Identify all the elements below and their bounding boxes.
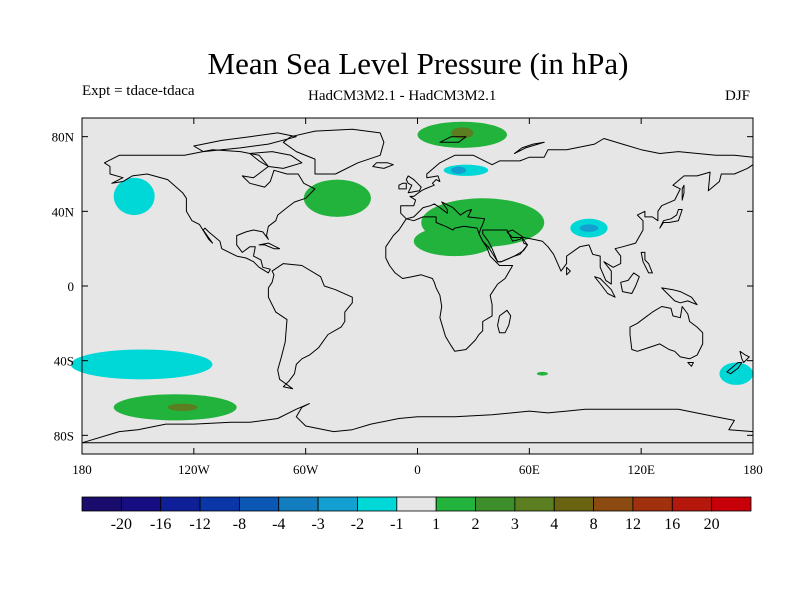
lon-tick-label: 120E xyxy=(627,462,655,477)
lat-tick-label: 80N xyxy=(52,130,75,145)
lon-tick-label: 0 xyxy=(414,462,421,477)
coastline-north-america xyxy=(103,149,316,274)
colorbar-label: -8 xyxy=(233,516,246,533)
coastline-sakhalin xyxy=(681,184,685,201)
coastline-arabia-gulf xyxy=(482,229,528,263)
lon-tick-label: 60E xyxy=(519,462,540,477)
anomaly-southern-ocean-core xyxy=(167,403,198,412)
colorbar-label: 4 xyxy=(550,516,558,533)
lat-tick-label: 80S xyxy=(54,428,74,443)
coastline-iceland xyxy=(372,162,394,169)
colorbar-swatch xyxy=(120,496,162,512)
colorbar-swatch xyxy=(160,496,201,512)
colorbar-label: -12 xyxy=(189,516,210,533)
anomaly-north-pacific-low xyxy=(113,177,155,216)
lat-tick-label: 40S xyxy=(54,354,74,369)
colorbar-swatch xyxy=(239,496,280,512)
anomaly-south-indian-high xyxy=(536,371,548,376)
coastline-australia xyxy=(629,306,704,360)
coastline-ireland xyxy=(398,182,407,190)
colorbar-label: 2 xyxy=(472,516,480,533)
colorbar-swatch xyxy=(396,496,437,512)
colorbar-swatch xyxy=(475,496,516,512)
experiment-label: Expt = tdace-tdaca xyxy=(82,83,195,99)
colorbar-swatch xyxy=(357,496,398,512)
colorbar-swatch xyxy=(81,496,122,512)
colorbar-swatch xyxy=(632,496,673,512)
colorbar-swatch xyxy=(199,496,240,512)
anomaly-south-pacific-low xyxy=(70,349,213,380)
anomaly-tasman-low xyxy=(719,362,753,385)
anomaly-scandinavia-core xyxy=(451,166,466,174)
coastline-new-zealand-n xyxy=(739,350,750,363)
colorbar-label: 12 xyxy=(625,516,641,533)
anomaly-arctic-core xyxy=(451,127,474,139)
anomaly-scandinavia-low xyxy=(443,164,489,176)
colorbar-label: -3 xyxy=(311,516,324,533)
coastline-madagascar xyxy=(497,309,512,334)
coastline-tasmania xyxy=(687,362,694,367)
colorbar-swatch xyxy=(711,496,752,512)
anomaly-north-africa-high xyxy=(413,226,496,257)
colorbar-label: -1 xyxy=(390,516,403,533)
anomaly-north-atlantic-high xyxy=(303,179,371,217)
coastline-new-zealand-s xyxy=(726,362,743,375)
anomaly-regions xyxy=(70,121,753,421)
coastline-south-america xyxy=(267,263,353,390)
colorbar-label: -16 xyxy=(150,516,171,533)
coastline-svalbard xyxy=(439,136,467,143)
colorbar-swatch xyxy=(278,496,319,512)
coastline-borneo xyxy=(620,272,640,294)
lon-tick-label: 180 xyxy=(743,462,763,477)
colorbar-label: -4 xyxy=(272,516,285,533)
coastline-antarctica xyxy=(81,403,754,444)
coastline-new-guinea xyxy=(661,287,698,306)
coastline-japan xyxy=(659,209,683,229)
colorbar-label: -20 xyxy=(111,516,132,533)
axis-ticks: 80N 40N 0 40S 80S 180 120W 60W 0 60E 120E 180 xyxy=(52,118,763,477)
lon-tick-label: 120W xyxy=(178,462,211,477)
models-label: HadCM3M2.1 - HadCM3M2.1 xyxy=(308,88,497,104)
coastline-africa xyxy=(385,216,514,352)
colorbar-label: 1 xyxy=(432,516,440,533)
colorbar-swatch xyxy=(593,496,634,512)
colorbar-label: 3 xyxy=(511,516,519,533)
colorbar-label: -2 xyxy=(351,516,364,533)
coastline-baffin xyxy=(249,151,303,169)
colorbar-label: 20 xyxy=(704,516,720,533)
colorbar-swatch xyxy=(317,496,358,512)
lon-tick-label: 60W xyxy=(293,462,319,477)
coastline-sri-lanka xyxy=(566,266,571,276)
coastline-philippines xyxy=(640,251,653,274)
coastline-sumatra xyxy=(594,276,616,298)
plot-title: Mean Sea Level Pressure (in hPa) xyxy=(207,46,629,81)
colorbar-label: 8 xyxy=(590,516,598,533)
season-label: DJF xyxy=(725,88,751,104)
colorbar-swatch xyxy=(514,496,555,512)
coastline-cuba xyxy=(258,242,281,250)
coastlines xyxy=(81,128,754,444)
colorbar-label: 16 xyxy=(664,516,680,533)
coastline-eurasia xyxy=(400,138,754,285)
coastline-arctic-islands xyxy=(193,132,297,153)
coastline-greenland xyxy=(282,128,385,175)
colorbar-swatch xyxy=(553,496,594,512)
lat-tick-label: 0 xyxy=(68,279,75,294)
anomaly-tibet-core xyxy=(579,224,599,232)
colorbar-swatch xyxy=(435,496,476,512)
colorbar-swatch xyxy=(671,496,713,512)
coastline-uk xyxy=(405,175,422,194)
coastline-novaya-zemlya xyxy=(513,141,545,154)
lat-tick-label: 40N xyxy=(52,204,75,219)
colorbar: -20 -16 -12 -8 -4 -3 -2 -1 1 2 3 4 8 12 16 20 xyxy=(81,496,752,533)
lon-tick-label: 180 xyxy=(72,462,92,477)
